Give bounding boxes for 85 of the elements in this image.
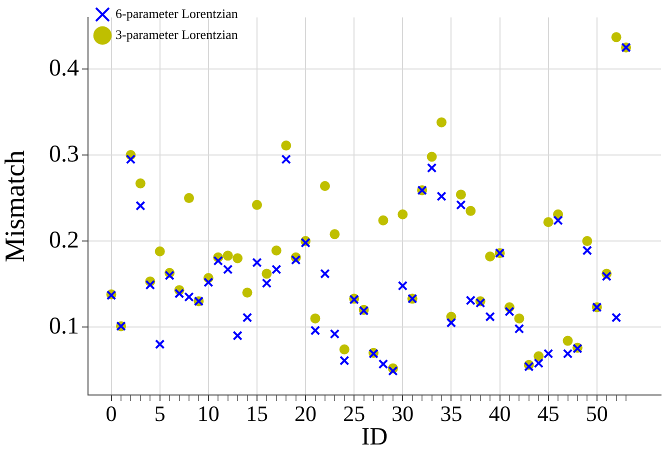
y-axis-title: Mismatch (0, 150, 32, 262)
point (514, 324, 524, 334)
point (232, 253, 243, 264)
point (320, 180, 330, 191)
point (436, 117, 447, 128)
point (262, 278, 272, 288)
point (272, 264, 282, 274)
point (602, 271, 612, 282)
legend-label: 6-parameter Lorentzian (116, 6, 238, 21)
point (378, 215, 388, 226)
point (320, 268, 330, 279)
point (426, 163, 437, 173)
point (543, 348, 554, 359)
point (184, 292, 194, 302)
y-tick-label: 0.3 (49, 141, 79, 168)
point (543, 217, 554, 228)
point (242, 312, 252, 322)
point (271, 245, 282, 256)
point (164, 270, 174, 280)
point (456, 190, 466, 200)
point (222, 264, 233, 274)
legend-label: 3-parameter Lorentzian (116, 26, 238, 42)
point (534, 351, 544, 362)
point (426, 152, 437, 162)
point (330, 329, 340, 339)
point (204, 277, 214, 288)
point (252, 200, 262, 210)
x-tick-label: 15 (246, 400, 268, 426)
point (562, 336, 573, 346)
point (310, 313, 320, 324)
point (222, 250, 233, 261)
point (232, 330, 242, 341)
point (339, 344, 350, 354)
x-tick-label: 10 (197, 400, 220, 426)
y-tick-label: 0.4 (49, 55, 79, 82)
point (126, 154, 136, 164)
point (485, 252, 496, 262)
point (135, 178, 146, 188)
point (184, 193, 194, 204)
point (252, 258, 262, 268)
point (466, 206, 476, 216)
x-tick-label: 35 (440, 400, 462, 426)
point (378, 359, 388, 369)
point (340, 356, 350, 366)
x-tick-label: 0 (106, 400, 117, 426)
point (504, 306, 514, 316)
point (514, 313, 524, 324)
point (562, 348, 573, 359)
point (485, 312, 495, 322)
point (213, 256, 224, 266)
point (611, 32, 622, 42)
point (582, 236, 592, 246)
point (330, 229, 340, 240)
y-tick-label: 0.1 (49, 313, 79, 340)
point (281, 154, 292, 164)
point (582, 246, 592, 256)
point (281, 140, 292, 151)
point (446, 318, 456, 328)
point (136, 200, 146, 211)
x-tick-label: 50 (586, 400, 608, 426)
point (388, 366, 398, 376)
x-tick-label: 25 (343, 400, 366, 426)
x-axis-title: ID (361, 424, 388, 451)
point (611, 312, 622, 322)
point (145, 280, 156, 290)
point (154, 339, 165, 350)
point (456, 200, 466, 210)
point (290, 255, 301, 265)
x-tick-label: 5 (154, 400, 166, 426)
point (534, 358, 544, 368)
x-tick-label: 45 (537, 400, 560, 426)
point (553, 216, 563, 226)
y-tick-label: 0.2 (49, 227, 79, 254)
point (398, 209, 408, 220)
x-tick-label: 40 (488, 400, 511, 426)
point (466, 295, 476, 306)
point (310, 326, 320, 336)
x-tick-label: 30 (392, 400, 414, 426)
point (242, 288, 252, 298)
x-tick-label: 20 (294, 400, 317, 426)
point (174, 288, 184, 298)
point (398, 280, 408, 291)
point (262, 268, 272, 279)
point (436, 191, 446, 202)
point (154, 246, 165, 256)
